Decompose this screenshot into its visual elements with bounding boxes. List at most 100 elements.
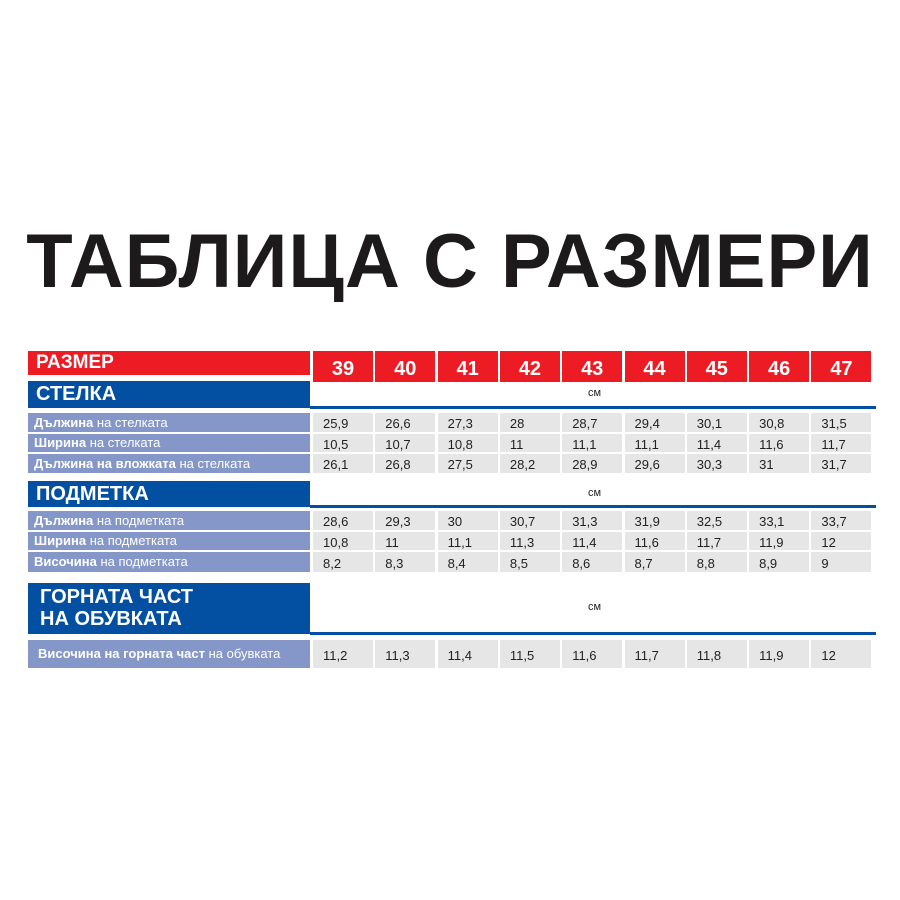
value-cell: 8,7 bbox=[624, 552, 685, 572]
value-cell: 32,5 bbox=[686, 511, 747, 530]
value-cell: 11,1 bbox=[437, 532, 498, 550]
value-cell: 31,9 bbox=[624, 511, 685, 530]
value-cell: 9 bbox=[811, 552, 872, 572]
size-header-cell: 42 bbox=[499, 351, 560, 382]
row-label: Височина на горната част на обувката bbox=[28, 640, 310, 668]
row-label: Дължина на вложката на стелката bbox=[28, 454, 310, 473]
value-cell: 30,7 bbox=[499, 511, 560, 530]
value-cell: 8,4 bbox=[437, 552, 498, 572]
size-header-cell: 47 bbox=[811, 351, 872, 382]
value-cell: 11,4 bbox=[686, 434, 747, 452]
value-cell: 31,5 bbox=[811, 413, 872, 432]
row-label-bold: Височина на горната част bbox=[38, 646, 205, 661]
row-label-bold: Ширина bbox=[34, 435, 87, 450]
value-cell: 29,4 bbox=[624, 413, 685, 432]
size-header-cell: 41 bbox=[437, 351, 498, 382]
value-cell: 10,8 bbox=[437, 434, 498, 452]
value-cell: 29,6 bbox=[624, 454, 685, 473]
value-cell: 10,7 bbox=[375, 434, 436, 452]
row-label-bold: Дължина на вложката bbox=[34, 456, 176, 471]
row-label-bold: Височина bbox=[34, 554, 97, 569]
value-cell: 10,5 bbox=[313, 434, 373, 452]
section-divider bbox=[310, 632, 876, 635]
row-label-rest: на стелката bbox=[175, 456, 251, 471]
value-cell: 8,5 bbox=[499, 552, 560, 572]
value-cell: 30 bbox=[437, 511, 498, 530]
value-cell: 28,9 bbox=[562, 454, 623, 473]
value-cell: 12 bbox=[811, 532, 872, 550]
value-cell: 11,2 bbox=[313, 640, 373, 668]
row-label-rest: на подметката bbox=[86, 533, 177, 548]
value-cell: 28,2 bbox=[499, 454, 560, 473]
size-header-label: РАЗМЕР bbox=[28, 351, 310, 375]
value-cell: 11,5 bbox=[499, 640, 560, 668]
value-cell: 27,3 bbox=[437, 413, 498, 432]
size-header-cell: 44 bbox=[624, 351, 685, 382]
value-cell: 11,7 bbox=[624, 640, 685, 668]
value-cell: 11,4 bbox=[437, 640, 498, 668]
value-cell: 31,7 bbox=[811, 454, 872, 473]
value-cell: 30,3 bbox=[686, 454, 747, 473]
size-header-cell: 39 bbox=[313, 351, 373, 382]
value-cell: 26,6 bbox=[375, 413, 436, 432]
section-header: ПОДМЕТКА bbox=[28, 481, 310, 507]
value-cell: 8,6 bbox=[562, 552, 623, 572]
value-cell: 11,7 bbox=[686, 532, 747, 550]
row-label: Ширина на подметката bbox=[28, 532, 310, 550]
unit-label: см bbox=[587, 601, 602, 613]
size-header-cell: 45 bbox=[686, 351, 747, 382]
section-header: ГОРНАТА ЧАСТ НА ОБУВКАТА bbox=[28, 583, 310, 634]
value-cell: 30,8 bbox=[749, 413, 810, 432]
value-cell: 33,7 bbox=[811, 511, 872, 530]
value-cell: 8,9 bbox=[749, 552, 810, 572]
value-cell: 26,8 bbox=[375, 454, 436, 473]
row-label-rest: на обувката bbox=[204, 646, 281, 661]
size-header-cell: 40 bbox=[375, 351, 436, 382]
value-cell: 12 bbox=[811, 640, 872, 668]
row-label-rest: на стелката bbox=[93, 415, 168, 430]
value-cell: 11 bbox=[499, 434, 560, 452]
section-title: СТЕЛКА bbox=[36, 383, 117, 405]
value-cell: 11,1 bbox=[624, 434, 685, 452]
value-cell: 11,4 bbox=[562, 532, 623, 550]
value-cell: 11,1 bbox=[562, 434, 623, 452]
section-divider bbox=[310, 505, 876, 508]
value-cell: 29,3 bbox=[375, 511, 436, 530]
value-cell: 11,6 bbox=[749, 434, 810, 452]
size-header-cell: 43 bbox=[562, 351, 623, 382]
row-label-rest: на подметката bbox=[96, 554, 188, 569]
section-header: СТЕЛКА bbox=[28, 381, 310, 408]
value-cell: 28,6 bbox=[313, 511, 373, 530]
value-cell: 31 bbox=[749, 454, 810, 473]
section-title: ГОРНАТА ЧАСТ bbox=[40, 586, 193, 608]
section-title: ПОДМЕТКА bbox=[36, 483, 149, 505]
value-cell: 8,8 bbox=[686, 552, 747, 572]
value-cell: 11,8 bbox=[686, 640, 747, 668]
row-label-bold: Дължина bbox=[34, 415, 94, 430]
value-cell: 11 bbox=[375, 532, 436, 550]
row-label: Ширина на стелката bbox=[28, 434, 310, 452]
value-cell: 26,1 bbox=[313, 454, 373, 473]
value-cell: 10,8 bbox=[313, 532, 373, 550]
value-cell: 11,3 bbox=[499, 532, 560, 550]
value-cell: 11,3 bbox=[375, 640, 436, 668]
value-cell: 11,9 bbox=[749, 640, 810, 668]
unit-label: см bbox=[587, 387, 602, 399]
value-cell: 11,7 bbox=[811, 434, 872, 452]
row-label-bold: Дължина bbox=[34, 513, 94, 528]
value-cell: 11,6 bbox=[624, 532, 685, 550]
value-cell: 8,3 bbox=[375, 552, 436, 572]
row-label: Височина на подметката bbox=[28, 552, 310, 572]
size-header-cell: 46 bbox=[749, 351, 810, 382]
row-label-bold: Ширина bbox=[34, 533, 87, 548]
section-title: НА ОБУВКАТА bbox=[40, 608, 182, 630]
value-cell: 27,5 bbox=[437, 454, 498, 473]
row-label-rest: на стелката bbox=[86, 435, 161, 450]
section-divider bbox=[310, 406, 876, 409]
value-cell: 31,3 bbox=[562, 511, 623, 530]
value-cell: 8,2 bbox=[313, 552, 373, 572]
value-cell: 30,1 bbox=[686, 413, 747, 432]
unit-label: см bbox=[587, 487, 602, 499]
value-cell: 28 bbox=[499, 413, 560, 432]
value-cell: 25,9 bbox=[313, 413, 373, 432]
